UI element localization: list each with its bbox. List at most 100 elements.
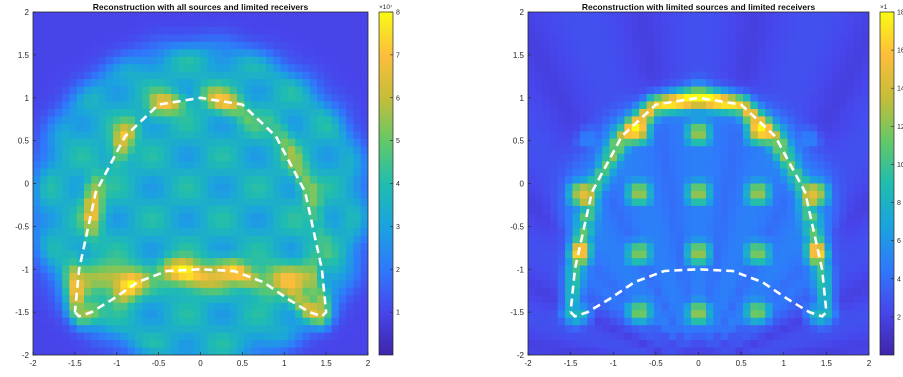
heatmap-cell: [171, 168, 180, 177]
heatmap-cell: [200, 176, 209, 185]
heatmap-cell: [251, 295, 260, 304]
heatmap-cell: [98, 153, 107, 162]
heatmap-cell: [302, 198, 311, 207]
heatmap-cell: [772, 190, 781, 200]
heatmap-cell: [207, 250, 216, 259]
heatmap-cell: [236, 325, 245, 334]
heatmap-cell: [91, 101, 100, 110]
heatmap-cell: [134, 138, 143, 147]
heatmap-cell: [47, 64, 56, 73]
heatmap-cell: [735, 265, 744, 274]
heatmap-cell: [40, 12, 49, 21]
heatmap-cell: [668, 228, 677, 237]
heatmap-cell: [602, 131, 611, 140]
heatmap-cell: [222, 183, 231, 192]
heatmap-cell: [171, 340, 180, 349]
heatmap-cell: [185, 86, 194, 95]
heatmap-cell: [83, 64, 92, 73]
heatmap-cell: [802, 138, 811, 147]
heatmap-cell: [331, 198, 340, 207]
heatmap-cell: [120, 310, 129, 319]
heatmap-cell: [705, 56, 714, 65]
heatmap-cell: [266, 287, 274, 296]
heatmap-cell: [91, 131, 100, 140]
heatmap-cell: [646, 86, 655, 95]
heatmap-cell: [631, 272, 640, 282]
heatmap-cell: [809, 19, 818, 28]
heatmap-cell: [528, 198, 537, 207]
heatmap-cell: [229, 310, 238, 319]
heatmap-cell: [631, 258, 640, 267]
heatmap-cell: [346, 302, 355, 311]
heatmap-cell: [338, 347, 347, 355]
heatmap-cell: [62, 49, 71, 58]
heatmap-cell: [720, 295, 729, 304]
heatmap-cell: [120, 228, 129, 237]
heatmap-cell: [609, 56, 618, 65]
heatmap-cell: [861, 205, 869, 214]
heatmap-cell: [861, 12, 869, 21]
heatmap-cell: [62, 123, 71, 132]
heatmap-cell: [302, 34, 311, 43]
heatmap-cell: [309, 347, 318, 355]
heatmap-cell: [156, 64, 165, 73]
heatmap-cell: [244, 12, 253, 21]
heatmap-cell: [244, 64, 253, 73]
heatmap-cell: [149, 116, 158, 125]
heatmap-cell: [772, 146, 781, 155]
heatmap-cell: [557, 243, 566, 252]
heatmap-cell: [142, 94, 151, 103]
heatmap-cell: [572, 302, 581, 311]
heatmap-cell: [698, 12, 707, 21]
heatmap-cell: [324, 138, 333, 147]
heatmap-cell: [287, 116, 296, 125]
heatmap-cell: [594, 243, 603, 252]
heatmap-cell: [631, 250, 640, 259]
heatmap-cell: [720, 116, 729, 125]
heatmap-cell: [794, 19, 803, 28]
heatmap-cell: [309, 317, 318, 326]
heatmap-cell: [164, 235, 172, 244]
heatmap-cell: [698, 168, 707, 177]
heatmap-cell: [178, 325, 187, 334]
heatmap-cell: [178, 280, 187, 289]
heatmap-cell: [287, 272, 296, 282]
heatmap-cell: [229, 49, 238, 58]
heatmap-cell: [602, 272, 611, 282]
heatmap-cell: [120, 64, 129, 73]
heatmap-cell: [616, 235, 625, 244]
heatmap-cell: [331, 332, 340, 341]
heatmap-cell: [831, 332, 840, 341]
heatmap-cell: [295, 190, 304, 200]
heatmap-cell: [295, 213, 304, 222]
heatmap-cell: [105, 310, 114, 319]
heatmap-cell: [550, 272, 559, 282]
heatmap-cell: [215, 161, 223, 170]
heatmap-cell: [360, 94, 368, 103]
heatmap-cell: [178, 71, 187, 80]
heatmap-cell: [750, 258, 759, 267]
heatmap-cell: [624, 183, 633, 192]
heatmap-cell: [587, 235, 596, 244]
heatmap-cell: [178, 146, 187, 155]
heatmap-cell: [594, 123, 603, 132]
heatmap-cell: [831, 71, 840, 80]
heatmap-cell: [287, 86, 296, 95]
heatmap-cell: [83, 340, 92, 349]
heatmap-cell: [164, 12, 172, 21]
heatmap-cell: [817, 198, 826, 207]
heatmap-cell: [609, 71, 618, 80]
heatmap-cell: [757, 265, 766, 274]
heatmap-cell: [654, 265, 663, 274]
heatmap-cell: [824, 26, 833, 35]
heatmap-cell: [236, 153, 245, 162]
heatmap-cell: [178, 347, 187, 355]
heatmap-cell: [287, 340, 296, 349]
heatmap-cell: [178, 295, 187, 304]
heatmap-cell: [215, 19, 223, 28]
heatmap-cell: [54, 161, 63, 170]
heatmap-cell: [302, 302, 311, 311]
heatmap-cell: [331, 190, 340, 200]
heatmap-cell: [113, 12, 121, 21]
heatmap-cell: [40, 310, 49, 319]
